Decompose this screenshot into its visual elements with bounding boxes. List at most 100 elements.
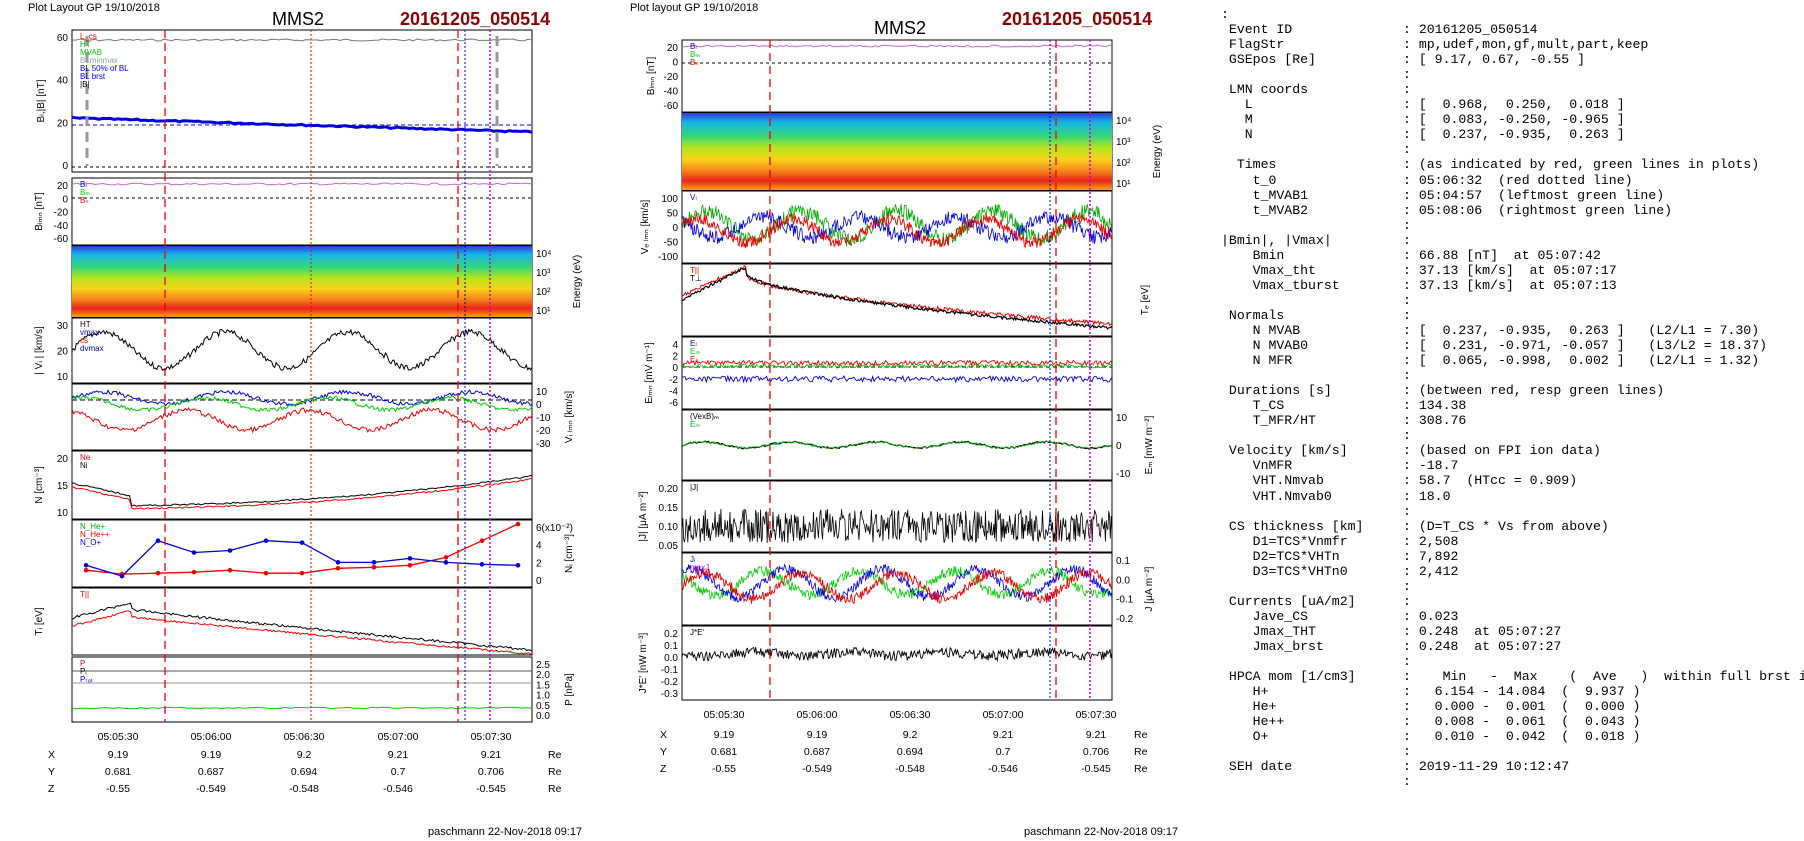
legend-entry: Bₗ [690, 42, 697, 51]
y-tick-label: 20 [57, 118, 69, 129]
series-line-ViM [71, 395, 533, 413]
series-line-J-mag [681, 508, 1113, 543]
info-line: Currents [uA/m2] : [1221, 593, 1411, 609]
legend-entry: BL 50% of BL [80, 64, 129, 73]
legend-entry: T|| [80, 590, 89, 599]
y-tick-label: 10² [536, 287, 551, 298]
panel-frame [71, 519, 533, 588]
panel-frame [71, 587, 533, 656]
y-tick-label: 1.5 [536, 680, 550, 691]
series-line-N_He+ [85, 539, 519, 577]
position-value: -0.546 [383, 783, 413, 795]
y-tick-label: 10 [57, 508, 69, 519]
info-line: Velocity [km/s] : (based on FPI ion data… [1221, 443, 1601, 459]
position-unit: Re [548, 766, 562, 778]
info-line: Normals : [1221, 307, 1411, 323]
legend-entry: P [80, 659, 85, 668]
y-tick-label: 15 [57, 481, 69, 492]
info-line: FlagStr : mp,udef,mon,gf,mult,part,keep [1221, 37, 1649, 53]
y-axis-label: Bₗ,|B| [nT] [36, 79, 47, 122]
y-tick-label: 0.20 [659, 484, 679, 495]
info-line: N MVAB : [ 0.237, -0.935, 0.263 ] (L2/L1… [1221, 322, 1760, 338]
y-tick-label: -0.2 [661, 677, 679, 688]
info-line: N : [ 0.237, -0.935, 0.263 ] [1221, 127, 1625, 143]
info-line: t_MVAB1 : 05:04:57 (leftmost green line) [1221, 187, 1665, 203]
info-line: M : [ 0.083, -0.250, -0.965 ] [1221, 112, 1625, 128]
position-value: 0.687 [198, 766, 224, 778]
info-line: VHT.Nmvab0 : 18.0 [1221, 488, 1451, 504]
legend-entry: Bₘ [690, 50, 700, 59]
legend-entry: Ni [80, 461, 88, 470]
legend-entry: Eₘ [690, 420, 700, 429]
legend-entry: |J| [690, 483, 698, 492]
panel-frame [681, 336, 1113, 410]
series-line-Ve-N [681, 212, 1113, 249]
y-tick-label: 10¹ [1116, 179, 1131, 190]
info-line: VnMFR : -18.7 [1221, 458, 1459, 474]
legend-entry: Jₗ [690, 555, 695, 564]
series-line-BLMN [682, 44, 1113, 48]
y-tick-label: 10² [1116, 158, 1131, 169]
info-line: He+ : 0.000 - 0.001 ( 0.000 ) [1221, 699, 1641, 715]
position-value: 0.7 [391, 766, 406, 778]
position-value: 0.7 [996, 746, 1011, 758]
y-tick-label: -20 [54, 208, 69, 219]
legend-entry: MVAB [80, 48, 102, 57]
y-tick-label: 6(x10⁻²) [536, 523, 573, 534]
y-tick-label: 0 [672, 58, 678, 69]
panel-frame [681, 39, 1113, 113]
series-line-JE [681, 646, 1113, 663]
middle-event-title: 20161205_050514 [1002, 9, 1153, 29]
y-tick-label: -60 [664, 101, 679, 112]
middle-spacecraft-title: MMS2 [874, 18, 927, 38]
x-tick-label: 05:07:30 [471, 731, 512, 743]
legend-entry: Eₙ [690, 355, 699, 364]
panel-frame [681, 480, 1113, 553]
y-tick-label: 20 [57, 454, 69, 465]
legend-entry: N_He++ [80, 530, 110, 539]
position-value: -0.548 [289, 783, 319, 795]
x-tick-label: 05:06:00 [797, 709, 838, 721]
position-unit: Re [548, 749, 562, 761]
legend-entry: N_O+ [80, 538, 101, 547]
legend-entry: Ne [80, 453, 91, 462]
y-tick-label: 10 [57, 372, 69, 383]
position-row-label: X [48, 749, 55, 761]
y-axis-label: |J| [μA m⁻²] [638, 491, 649, 541]
series-line-EM2 [681, 440, 1113, 450]
info-line: : [1221, 67, 1411, 83]
legend-entry: (VexB)ₘ [690, 412, 719, 421]
panel-frame [71, 29, 533, 173]
info-line: : [1221, 292, 1411, 308]
info-line: Durations [s] : (between red, resp green… [1221, 383, 1665, 399]
series-line-Ti-par [71, 610, 533, 655]
position-row-label: Z [48, 783, 55, 795]
panel-frame [71, 450, 533, 520]
position-row-label: Y [660, 746, 667, 758]
y-tick-label: 0.1 [1116, 556, 1130, 567]
info-line: Event ID : 20161205_050514 [1221, 22, 1538, 38]
info-line: N MVAB0 : [ 0.231, -0.971, -0.057 ] (L3/… [1221, 338, 1768, 354]
panel-frame [681, 552, 1113, 626]
series-line-Te-perp [681, 266, 1113, 331]
series-line-VexB [681, 440, 1113, 450]
y-tick-label: 100 [661, 194, 678, 205]
electron-spectrogram [682, 113, 1112, 190]
y-tick-label: 0.0 [1116, 575, 1130, 586]
legend-entry: Bₙ [690, 58, 699, 67]
series-line-Ptot [72, 706, 533, 710]
y-tick-label: 10⁴ [536, 249, 551, 260]
y-tick-label: 2 [536, 558, 542, 569]
y-axis-label: Bₗₘₙ [nT] [646, 57, 657, 96]
y-tick-label: -6 [669, 398, 678, 409]
info-line: : [1221, 217, 1411, 233]
y-axis-label: P [nPa] [564, 673, 575, 706]
info-line: L : [ 0.968, 0.250, 0.018 ] [1221, 97, 1625, 113]
y-axis-label: J [μA m⁻²] [1144, 566, 1155, 611]
info-line: D3=TCS*VHTn0 : 2,412 [1221, 563, 1459, 579]
position-value: -0.549 [802, 763, 832, 775]
left-event-title: 20161205_050514 [400, 9, 551, 29]
y-tick-label: -40 [664, 87, 679, 98]
legend-entry: HT [80, 40, 91, 49]
info-line: VHT.Nmvab : 58.7 (HTcc = 0.909) [1221, 473, 1578, 489]
